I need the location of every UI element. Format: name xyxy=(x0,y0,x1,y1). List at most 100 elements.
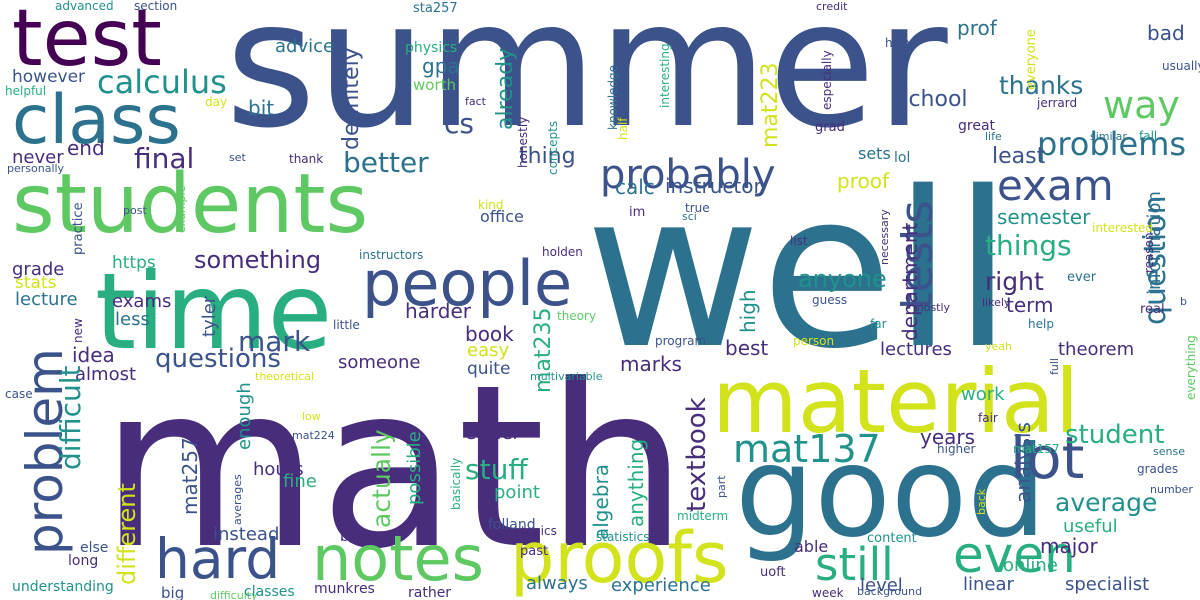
word-credit: credit xyxy=(816,0,848,13)
word-new: new xyxy=(71,318,85,343)
word-topics: topics xyxy=(521,524,557,538)
word-concepts: concepts xyxy=(546,121,560,175)
word-post: post xyxy=(123,204,147,217)
word-person: person xyxy=(793,334,834,348)
word-easy: easy xyxy=(467,340,509,361)
word-school: school xyxy=(897,87,968,112)
word-likely: likely xyxy=(982,296,1011,309)
word-major: major xyxy=(1040,534,1099,558)
word-difficult: difficult xyxy=(54,365,87,470)
word-fall: fall xyxy=(1139,129,1157,143)
word-necessary: necessary xyxy=(878,209,891,265)
word-sense: sense xyxy=(1153,445,1185,458)
word-marks: marks xyxy=(620,352,682,376)
word-interesting: interesting xyxy=(658,43,672,108)
word-calculus: calculus xyxy=(97,63,227,101)
word-set: set xyxy=(229,151,246,164)
word-lol: lol xyxy=(894,150,910,166)
word-half: half xyxy=(616,117,630,140)
word-true: true xyxy=(685,201,710,215)
word-anything: anything xyxy=(624,439,648,527)
word-someone: someone xyxy=(338,352,421,373)
word-anyone: anyone xyxy=(798,265,887,293)
word-list: list xyxy=(790,234,808,248)
word-end: end xyxy=(67,136,105,160)
word-material: material xyxy=(712,350,1079,453)
word-knowledge: knowledge xyxy=(606,65,620,130)
word-practice: practice xyxy=(71,202,86,255)
word-full: full xyxy=(1048,358,1061,375)
word-almost: almost xyxy=(75,364,136,385)
word-calc: calc xyxy=(615,175,655,199)
word-able: able xyxy=(794,537,828,556)
word-best: best xyxy=(725,336,768,360)
word-office: office xyxy=(480,207,524,226)
word-things: things xyxy=(985,229,1072,262)
word-fair: fair xyxy=(978,411,998,425)
word-stats: stats xyxy=(15,273,57,293)
word-similar: similar xyxy=(1090,130,1127,143)
word-sets: sets xyxy=(858,144,891,163)
word-definitely: definitely xyxy=(339,47,364,150)
word-real: real xyxy=(1140,302,1165,317)
word-http: http xyxy=(885,36,910,50)
word-yeah: yeah xyxy=(985,340,1012,353)
word-thing: thing xyxy=(519,144,576,169)
word-summer: summer xyxy=(225,0,948,167)
word-quite: quite xyxy=(467,359,510,379)
word-useful: useful xyxy=(1063,516,1118,537)
word-reason: reason xyxy=(1142,232,1156,273)
word-theorem: theorem xyxy=(1058,339,1134,360)
word-rather: rather xyxy=(408,585,451,600)
word-sta257: sta257 xyxy=(413,1,458,16)
word-people: people xyxy=(362,247,572,320)
word-even: even xyxy=(953,526,1076,584)
word-always: always xyxy=(526,573,588,594)
word-algebra: algebra xyxy=(589,464,613,540)
word-example: example xyxy=(175,185,188,233)
word-exams: exams xyxy=(112,291,171,312)
word-experience: experience xyxy=(611,575,711,596)
word-average: average xyxy=(1055,488,1157,517)
word-number: number xyxy=(1150,483,1193,496)
word-averages: averages xyxy=(231,474,244,525)
word-worth: worth xyxy=(413,76,456,94)
word-past: past xyxy=(520,544,548,559)
word-basic: basic xyxy=(340,529,376,545)
word-information: information xyxy=(1144,191,1165,295)
word-harder: harder xyxy=(405,299,472,323)
word-interested: interested xyxy=(1092,221,1153,235)
word-theory: theory xyxy=(557,309,596,323)
word-holden: holden xyxy=(542,245,583,259)
word-content: content xyxy=(867,531,917,546)
word-book: book xyxy=(465,322,514,346)
word-else: else xyxy=(80,540,108,556)
word-low: low xyxy=(302,410,321,423)
word-years: years xyxy=(920,425,975,449)
word-lot: lot xyxy=(1010,424,1084,492)
word-possible: possible xyxy=(404,431,425,505)
word-instead: instead xyxy=(213,524,279,545)
word-textbook: textbook xyxy=(682,397,712,512)
word-level: level xyxy=(860,575,903,596)
word-lecture: lecture xyxy=(15,289,78,310)
word-classes: classes xyxy=(244,584,295,600)
word-statistics: statistics xyxy=(596,530,650,544)
word-personally: personally xyxy=(7,162,65,175)
word-part: part xyxy=(715,475,728,498)
word-problem: problem xyxy=(16,348,74,555)
word-bit: bit xyxy=(248,96,274,120)
word-math: math xyxy=(100,337,688,599)
word-students: students xyxy=(12,157,368,252)
word-test: test xyxy=(12,0,162,84)
word-grade: grade xyxy=(12,259,64,280)
word-thanks: thanks xyxy=(999,71,1083,100)
word-folland: folland xyxy=(488,517,536,533)
word-grad: grad xyxy=(815,120,845,135)
word-especially: especially xyxy=(820,50,834,110)
word-help: help xyxy=(1028,317,1054,331)
word-lectures: lectures xyxy=(880,339,952,360)
word-program: program xyxy=(655,334,706,348)
word-work: work xyxy=(961,384,1005,405)
